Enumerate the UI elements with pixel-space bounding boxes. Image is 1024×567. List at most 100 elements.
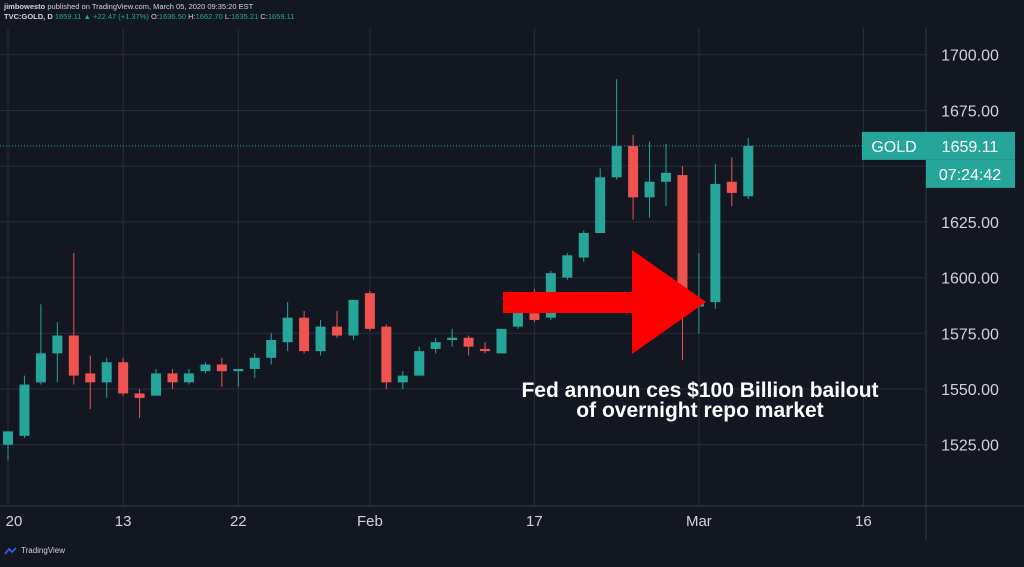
- price-tick-label: 1675.00: [941, 103, 999, 120]
- candle: [743, 137, 754, 200]
- candle: [266, 333, 277, 365]
- time-tick-label: 13: [115, 513, 132, 530]
- candle: [348, 299, 359, 340]
- candle: [480, 342, 491, 354]
- symbol-tag-label: GOLD: [871, 139, 916, 156]
- candle: [364, 290, 375, 332]
- candle: [414, 346, 425, 376]
- candle: [644, 141, 655, 218]
- low-value: 1635.21: [231, 12, 259, 21]
- candle: [299, 311, 310, 354]
- time-tick-label: Feb: [357, 513, 383, 530]
- candle: [216, 357, 227, 387]
- candle: [628, 134, 639, 220]
- candle-body: [480, 348, 491, 352]
- author-name[interactable]: jimbowesto: [4, 2, 46, 11]
- candle-body: [348, 299, 359, 336]
- candle: [200, 362, 211, 374]
- candle-body: [644, 181, 655, 198]
- grid-lines: [0, 28, 926, 506]
- close-value: 1659.11: [267, 12, 295, 21]
- price-axis: 1525.001550.001575.001600.001625.001650.…: [941, 48, 999, 455]
- candle-body: [183, 373, 194, 383]
- candle: [151, 368, 162, 396]
- candle-body: [628, 146, 639, 198]
- candle: [397, 371, 408, 390]
- last-price-value: 1659.11: [942, 139, 999, 156]
- time-tick-label: Mar: [686, 513, 712, 530]
- candle-body: [611, 146, 622, 178]
- candle-body: [414, 351, 425, 376]
- axes: [0, 28, 1024, 540]
- up-triangle-icon: ▲: [83, 12, 91, 21]
- candle-body: [151, 373, 162, 396]
- last-price-tag: [926, 131, 1015, 160]
- ohlc-legend: TVC:GOLD, D 1659.11 ▲ +22.47 (+1.37%) O:…: [4, 12, 294, 21]
- candle-body: [315, 326, 326, 352]
- change-value: +22.47 (+1.37%): [93, 12, 149, 21]
- candle-body: [134, 393, 145, 398]
- candle-body: [529, 313, 540, 320]
- candle: [315, 319, 326, 356]
- candle-body: [578, 233, 589, 258]
- candle: [496, 328, 507, 354]
- bar-countdown: 07:24:42: [939, 167, 1001, 184]
- candle: [118, 357, 129, 396]
- candle: [249, 353, 260, 378]
- price-tick-label: 1575.00: [941, 326, 999, 343]
- candle: [167, 368, 178, 390]
- candle-body: [266, 339, 277, 358]
- candle-body: [562, 255, 573, 278]
- candle-body: [726, 181, 737, 193]
- close-label: C:: [260, 12, 268, 21]
- candle: [463, 335, 474, 356]
- candle: [430, 337, 441, 354]
- time-tick-label: 17: [526, 513, 543, 530]
- candle-body: [447, 337, 458, 340]
- candle: [68, 253, 79, 385]
- candle: [693, 253, 704, 334]
- candle: [447, 328, 458, 347]
- candle-body: [282, 317, 293, 343]
- candle: [562, 253, 573, 280]
- candle-body: [19, 384, 30, 436]
- publish-info: jimbowesto published on TradingView.com,…: [4, 2, 253, 11]
- price-tick-label: 1700.00: [941, 48, 999, 65]
- candle-body: [677, 175, 688, 307]
- candle: [101, 357, 112, 398]
- candle-body: [233, 368, 244, 372]
- price-tick-label: 1625.00: [941, 215, 999, 232]
- candle-body: [52, 335, 63, 354]
- low-label: L:: [224, 12, 232, 21]
- time-axis: 20 13 22 Feb 17 Mar 16: [6, 513, 872, 530]
- open-value: 1636.50: [158, 12, 187, 21]
- candle-body: [200, 364, 211, 372]
- candle: [611, 79, 622, 180]
- candle-body: [364, 293, 375, 329]
- candle: [595, 168, 606, 234]
- time-tick-label: 22: [230, 513, 247, 530]
- annotation-line-1: Fed announ ces $100 Billion bailout: [521, 379, 878, 402]
- candle-body: [512, 306, 523, 327]
- time-tick-label: 16: [855, 513, 872, 530]
- candle: [233, 368, 244, 387]
- red-arrow: [503, 250, 706, 354]
- symbol-label: TVC:GOLD, D: [4, 12, 53, 21]
- candle-body: [68, 335, 79, 376]
- candle-body: [595, 177, 606, 234]
- price-tick-label: 1525.00: [941, 438, 999, 455]
- candle: [134, 389, 145, 418]
- tradingview-brand[interactable]: TradingView: [4, 546, 65, 555]
- candle-body: [249, 357, 260, 369]
- candle: [85, 355, 96, 410]
- candle-body: [381, 326, 392, 383]
- candle-body: [661, 172, 671, 182]
- candle-body: [167, 373, 178, 383]
- candle-body: [118, 362, 129, 394]
- candle-body: [101, 362, 112, 383]
- candle: [381, 324, 392, 390]
- candle-body: [299, 317, 310, 352]
- candle: [282, 302, 293, 352]
